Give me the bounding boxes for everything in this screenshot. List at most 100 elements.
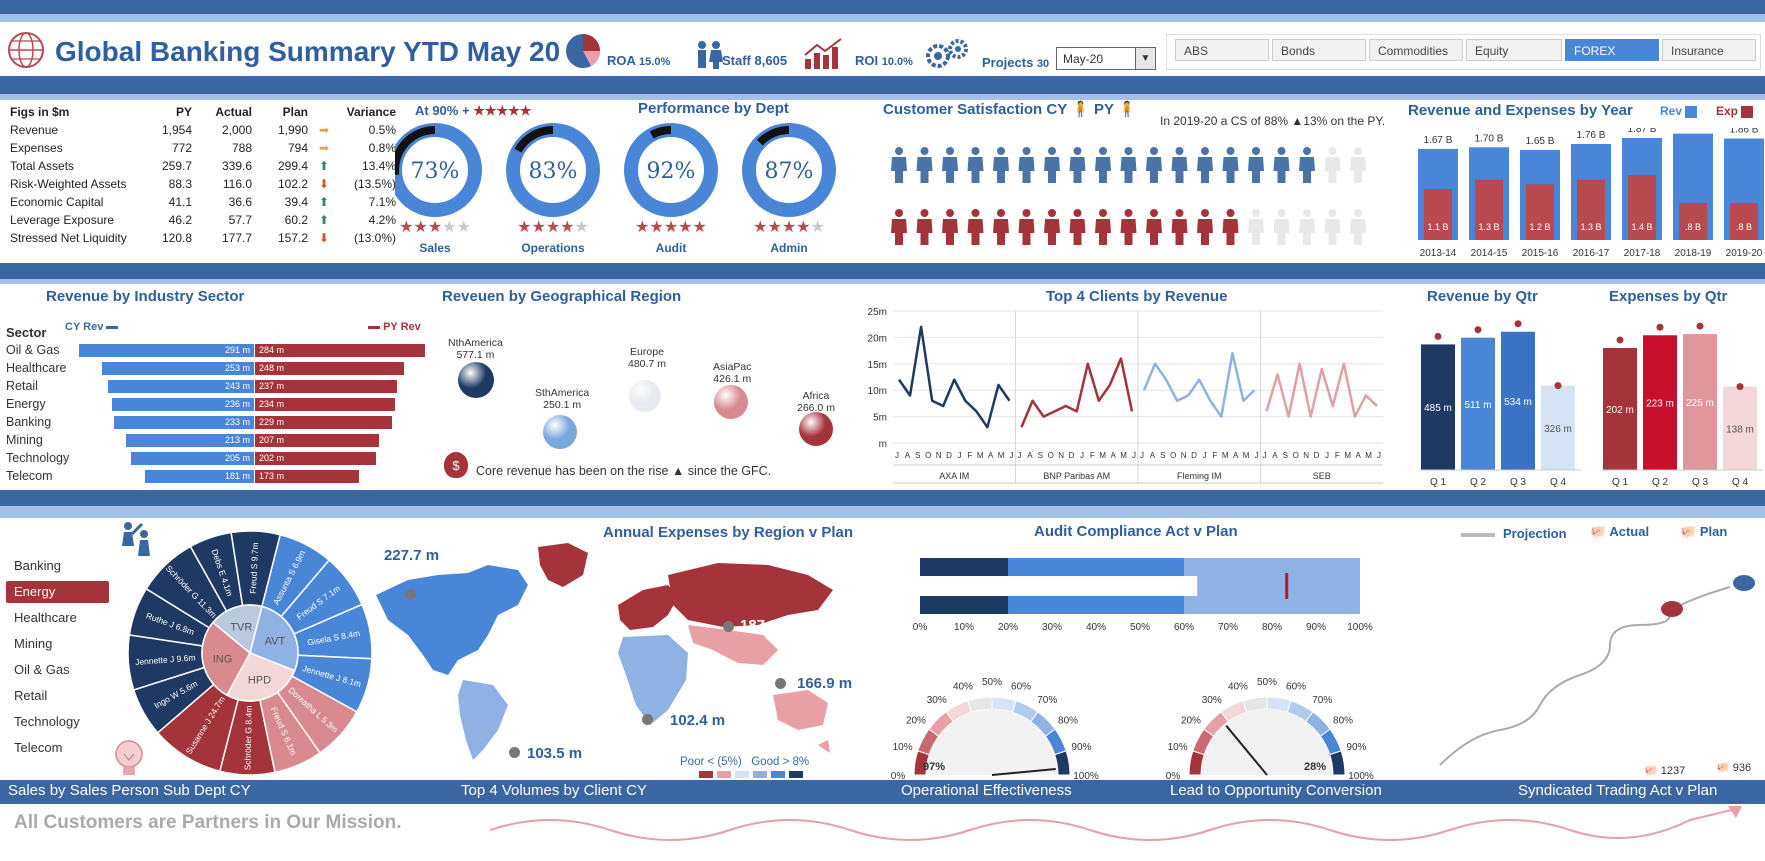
region-bubble xyxy=(629,380,661,412)
audit-tick: 50% xyxy=(1130,622,1150,633)
donut-value: 92% xyxy=(647,159,696,184)
qtr-charts: 485 m Q 1 511 m Q 2 534 m Q 3 326 m Q 4 202 m Q 1… xyxy=(1419,320,1763,488)
map-legend-swatches xyxy=(699,771,803,778)
cy-bar: 213 m xyxy=(126,434,254,447)
month-tick: J xyxy=(1140,451,1144,460)
projects-kpi: Projects 30 xyxy=(982,55,1050,70)
month-tick: F xyxy=(1212,451,1217,460)
qtr-label: Q 2 xyxy=(1652,477,1669,488)
region-value: 250.1 m xyxy=(543,399,582,411)
period-dropdown[interactable]: May-20 ▼ xyxy=(1056,47,1156,70)
cy-bar: 253 m xyxy=(102,362,254,375)
cy-bar: 181 m xyxy=(145,470,254,483)
geo-note: Core revenue has been on the rise ▲ sinc… xyxy=(476,464,772,478)
gauge-tick: 30% xyxy=(927,695,947,706)
tab-equity[interactable]: Equity xyxy=(1466,39,1562,61)
col-plan: Plan xyxy=(282,105,308,119)
row-label: Total Assets xyxy=(10,159,75,173)
gauge-tick: 80% xyxy=(1333,716,1353,727)
actual-cell: 2,000 xyxy=(221,123,252,137)
gauge-tick: 40% xyxy=(953,682,973,693)
tab-abs[interactable]: ABS xyxy=(1175,39,1269,61)
table-row: Leverage Exposure 46.2 57.7 60.2 ⬆ 4.2% xyxy=(6,211,400,229)
sidebar-item-technology[interactable]: Technology xyxy=(14,714,80,729)
roa-kpi: ROA 15.0% xyxy=(607,53,671,68)
month-tick: A xyxy=(1272,451,1278,460)
tab-bonds[interactable]: Bonds xyxy=(1272,39,1366,61)
roi-kpi: ROI 10.0% xyxy=(855,53,913,68)
py-bar: 229 m xyxy=(255,416,393,429)
month-tick: M xyxy=(1099,451,1106,460)
gauge-tick: 20% xyxy=(906,716,926,727)
satisfaction-title: Customer Satisfaction CY 🧍 PY 🧍 xyxy=(883,101,1137,118)
cy-bar: 205 m xyxy=(131,452,254,465)
salesperson-label: Schröder G 8.4m xyxy=(242,706,253,771)
variance-cell: 7.1% xyxy=(368,195,396,209)
cy-people-row xyxy=(891,147,1366,183)
variance-cell: 4.2% xyxy=(368,213,396,227)
arrow-right-icon: ➡ xyxy=(318,123,330,137)
lightbulb-icon xyxy=(115,740,143,775)
arrow-down-icon: ⬇ xyxy=(318,177,330,191)
year-bars: 1.65 B 1.2 B 2015-16 xyxy=(1520,136,1560,259)
month-tick: F xyxy=(1335,451,1340,460)
sector-label: Mining xyxy=(6,433,43,447)
sidebar-item-oil-gas[interactable]: Oil & Gas xyxy=(14,662,70,677)
sidebar-item-healthcare[interactable]: Healthcare xyxy=(14,610,77,625)
audit-tick: 10% xyxy=(954,622,974,633)
py-cell: 46.2 xyxy=(168,213,192,227)
team-icon xyxy=(122,522,150,556)
sidebar-item-energy[interactable]: Energy xyxy=(6,581,109,603)
top-band-light xyxy=(0,14,1765,22)
staff-icon xyxy=(698,41,723,69)
exp-bar xyxy=(1730,202,1758,240)
month-tick: M xyxy=(977,451,984,460)
arrow-up-icon: ⬆ xyxy=(318,159,330,173)
tab-forex[interactable]: FOREX xyxy=(1565,39,1659,61)
month-tick: O xyxy=(1048,451,1054,460)
month-tick: J xyxy=(1018,451,1022,460)
rating-stars: ★★★★★ xyxy=(753,217,825,236)
py-cell: 259.7 xyxy=(161,159,192,173)
qtr-bar: 138 m Q 4 xyxy=(1723,383,1757,488)
exp-label: 1.3 B xyxy=(1580,222,1601,232)
month-tick: M xyxy=(1222,451,1229,460)
audit-bullet-chart: 0% 10% 20% 30% 40% 50% 60% 70% 80% 90% 100% xyxy=(913,558,1373,633)
row-label: Economic Capital xyxy=(10,195,104,209)
sector-label: Technology xyxy=(6,451,70,465)
qtr-bar: 202 m Q 1 xyxy=(1603,336,1637,488)
sidebar-item-telecom[interactable]: Telecom xyxy=(14,740,63,755)
chevron-down-icon[interactable]: ▼ xyxy=(1135,48,1155,69)
performance-donuts: 73% ★★★★★ Sales 83% ★★★★★ Operations 92% ★★★★★ A… xyxy=(395,123,836,255)
gauge-tick: 30% xyxy=(1202,695,1222,706)
year-bars: 1.76 B 1.3 B 2016-17 xyxy=(1571,130,1611,259)
exp-bar xyxy=(1577,179,1605,240)
section-band xyxy=(0,263,1765,279)
gauge-tick: 100% xyxy=(1073,771,1099,782)
staff-kpi: Staff 8,605 xyxy=(722,53,788,68)
py-cell: 88.3 xyxy=(168,177,192,191)
month-tick: J xyxy=(957,451,961,460)
month-tick: S xyxy=(1283,451,1288,460)
syndicated-chart xyxy=(1439,575,1755,766)
month-tick: S xyxy=(915,451,920,460)
sidebar-item-retail[interactable]: Retail xyxy=(14,688,48,703)
actual-value: 🐖 1237 xyxy=(1644,765,1686,777)
plan-cell: 39.4 xyxy=(284,195,308,209)
region-marker xyxy=(405,589,416,600)
sidebar-item-banking[interactable]: Banking xyxy=(14,558,61,573)
region-value: 426.1 m xyxy=(713,373,752,385)
audit-tick: 90% xyxy=(1306,622,1326,633)
region-name: Africa xyxy=(802,390,830,402)
sidebar-item-mining[interactable]: Mining xyxy=(14,636,53,651)
plan-cell: 102.2 xyxy=(277,177,308,191)
tab-insurance[interactable]: Insurance xyxy=(1662,39,1756,61)
qtr-label: Q 4 xyxy=(1732,477,1749,488)
gauge-value: 97% xyxy=(923,761,945,773)
tab-commodities[interactable]: Commodities xyxy=(1369,39,1463,61)
plan-cell: 157.2 xyxy=(277,231,308,245)
section-band-light xyxy=(0,94,1765,100)
row-label: Expenses xyxy=(10,141,63,155)
variance-cell: (13.0%) xyxy=(353,231,396,245)
donut-value: 73% xyxy=(411,159,460,184)
